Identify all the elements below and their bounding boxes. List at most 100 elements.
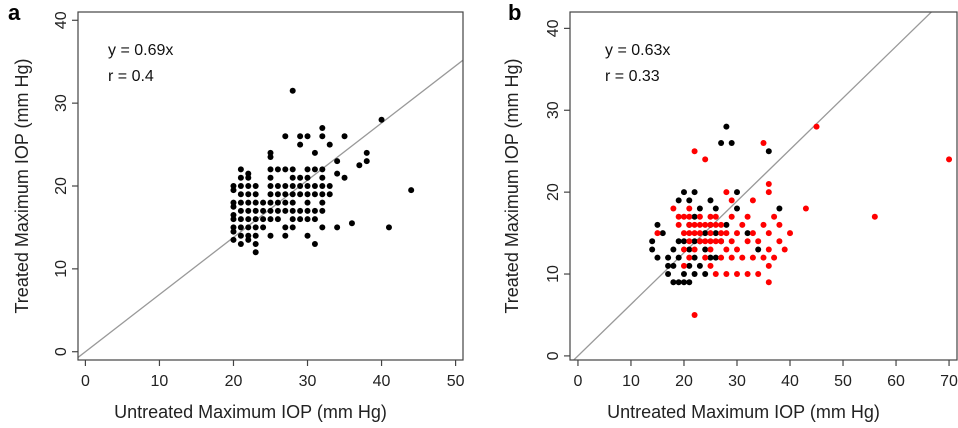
data-point bbox=[304, 183, 311, 189]
data-point bbox=[712, 213, 719, 220]
data-point bbox=[675, 238, 682, 245]
x-tick-label: 50 bbox=[834, 373, 852, 390]
data-point bbox=[696, 213, 703, 220]
data-point bbox=[712, 221, 719, 228]
data-point bbox=[776, 238, 783, 245]
data-point bbox=[297, 174, 304, 181]
x-tick-label: 50 bbox=[447, 373, 465, 390]
data-point bbox=[252, 224, 259, 231]
data-point bbox=[282, 133, 289, 140]
data-point bbox=[707, 238, 714, 245]
data-point bbox=[707, 254, 714, 261]
data-point bbox=[267, 216, 274, 223]
data-point bbox=[326, 141, 333, 148]
data-point bbox=[304, 166, 311, 173]
data-point bbox=[670, 205, 677, 212]
x-tick-label: 30 bbox=[299, 373, 317, 390]
data-point bbox=[691, 254, 698, 261]
data-point bbox=[274, 199, 281, 206]
data-point bbox=[311, 191, 318, 198]
data-point bbox=[755, 238, 762, 245]
data-point bbox=[654, 221, 661, 228]
data-point bbox=[237, 216, 244, 223]
data-point bbox=[311, 241, 318, 247]
data-point bbox=[289, 207, 296, 214]
data-point bbox=[334, 170, 341, 177]
data-point bbox=[245, 183, 252, 189]
data-point bbox=[665, 271, 672, 278]
data-point bbox=[686, 197, 693, 204]
correlation-annotation: r = 0.4 bbox=[108, 68, 154, 85]
data-point bbox=[712, 230, 719, 237]
data-point bbox=[680, 230, 687, 237]
data-point bbox=[341, 174, 348, 181]
data-point bbox=[718, 254, 725, 261]
data-point bbox=[304, 207, 311, 214]
data-point bbox=[267, 149, 274, 156]
plot-frame bbox=[569, 11, 958, 361]
data-point bbox=[670, 262, 677, 269]
data-point bbox=[686, 246, 693, 253]
data-point bbox=[237, 174, 244, 181]
data-point bbox=[289, 199, 296, 206]
data-point bbox=[675, 213, 682, 220]
data-point bbox=[319, 125, 326, 131]
data-point bbox=[282, 207, 289, 214]
data-point bbox=[760, 221, 767, 228]
data-point bbox=[702, 271, 709, 278]
data-point bbox=[675, 221, 682, 228]
data-point bbox=[348, 220, 355, 227]
data-point bbox=[702, 254, 709, 261]
data-point bbox=[744, 213, 751, 220]
data-point bbox=[691, 213, 698, 220]
data-point bbox=[237, 199, 244, 206]
data-point bbox=[718, 140, 725, 147]
data-point bbox=[267, 166, 274, 173]
data-point bbox=[230, 228, 237, 235]
data-point bbox=[760, 254, 767, 261]
data-point bbox=[274, 191, 281, 198]
data-point bbox=[237, 191, 244, 198]
data-point bbox=[686, 221, 693, 228]
data-point bbox=[274, 183, 281, 189]
panel-label: a bbox=[8, 0, 21, 25]
data-point bbox=[297, 183, 304, 189]
data-point bbox=[252, 216, 259, 223]
data-point bbox=[802, 205, 809, 212]
data-point bbox=[686, 205, 693, 212]
data-point bbox=[319, 207, 326, 214]
data-point bbox=[297, 133, 304, 140]
data-point bbox=[733, 271, 740, 278]
data-point bbox=[680, 262, 687, 269]
data-point bbox=[723, 230, 730, 237]
data-point bbox=[289, 191, 296, 198]
data-point bbox=[282, 191, 289, 198]
data-point bbox=[686, 238, 693, 245]
data-point bbox=[776, 205, 783, 212]
data-point bbox=[718, 221, 725, 228]
data-point bbox=[260, 199, 267, 206]
data-point bbox=[378, 116, 385, 123]
data-point bbox=[702, 246, 709, 253]
data-point bbox=[230, 212, 237, 218]
data-point bbox=[686, 262, 693, 269]
data-point bbox=[260, 216, 267, 223]
data-point bbox=[252, 191, 259, 198]
y-tick-label: 20 bbox=[545, 183, 562, 201]
data-point bbox=[670, 246, 677, 253]
data-point bbox=[733, 189, 740, 196]
data-point bbox=[326, 191, 333, 198]
data-point bbox=[267, 207, 274, 214]
data-point bbox=[707, 246, 714, 253]
data-point bbox=[304, 232, 311, 239]
regression-line bbox=[572, 12, 933, 360]
data-point bbox=[289, 183, 296, 189]
data-point bbox=[289, 166, 296, 173]
data-point bbox=[781, 246, 788, 253]
data-point bbox=[237, 232, 244, 239]
data-point bbox=[691, 238, 698, 245]
y-tick-label: 30 bbox=[545, 101, 562, 119]
data-point bbox=[680, 246, 687, 253]
data-point bbox=[749, 254, 756, 261]
